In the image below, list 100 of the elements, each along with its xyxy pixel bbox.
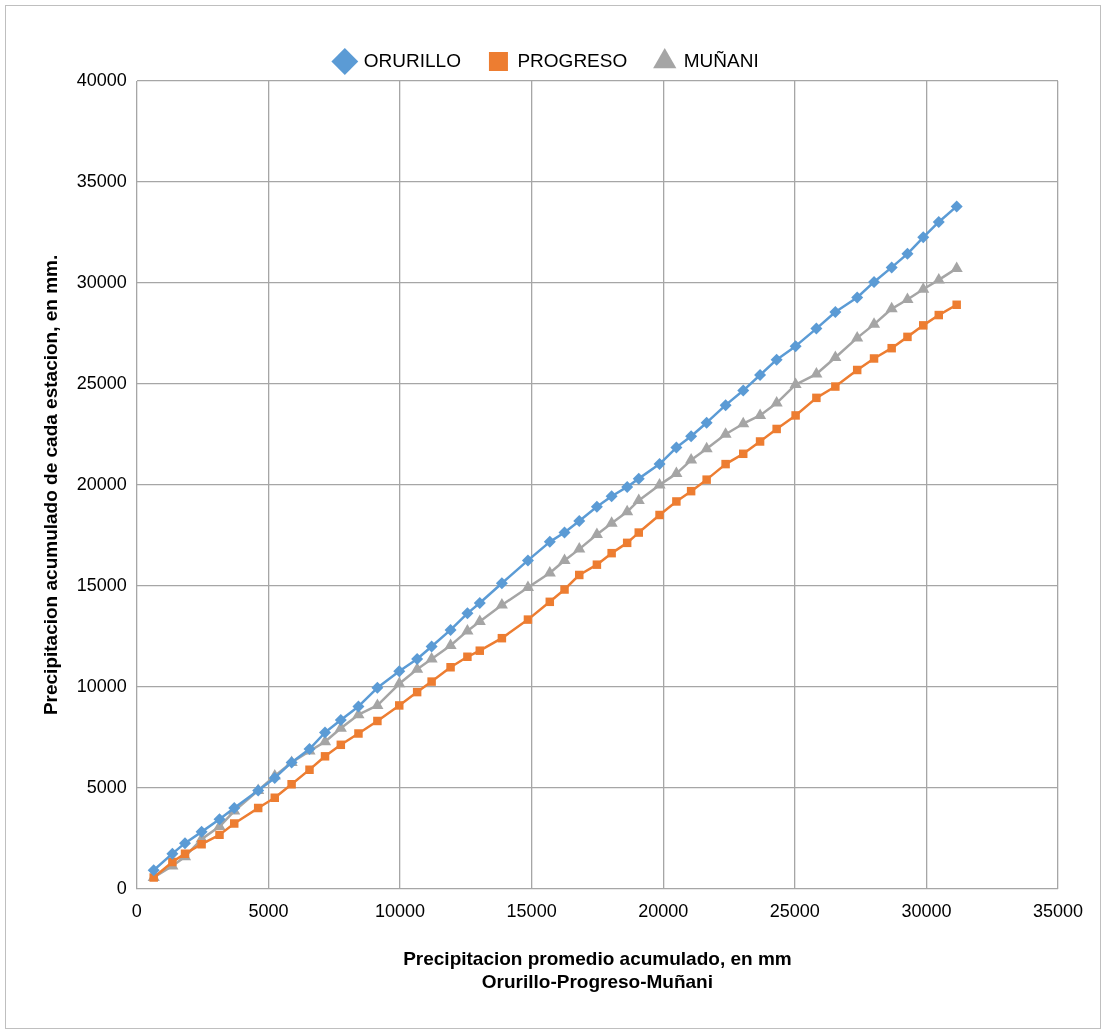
point: [444, 623, 457, 636]
point: [917, 231, 930, 244]
point: [473, 614, 486, 626]
point: [195, 825, 208, 838]
point: [772, 424, 781, 434]
point: [887, 343, 896, 353]
point: [702, 475, 711, 484]
point: [932, 272, 945, 284]
point: [791, 411, 800, 420]
point: [543, 565, 556, 577]
point: [393, 676, 406, 688]
point: [754, 408, 767, 419]
point: [952, 300, 961, 309]
y-tick-label: 10000: [76, 675, 127, 696]
point: [147, 864, 160, 877]
legend-label: ORURILLO: [363, 49, 461, 71]
y-tick-label: 0: [116, 877, 127, 898]
point: [444, 638, 457, 649]
point: [495, 577, 508, 590]
point: [320, 752, 330, 761]
point: [754, 369, 767, 382]
point: [371, 681, 384, 694]
point: [932, 215, 945, 228]
point: [213, 813, 226, 826]
point: [685, 453, 698, 464]
x-tick-label: 20000: [638, 900, 689, 921]
point: [670, 466, 683, 478]
point: [719, 399, 732, 412]
point: [371, 698, 384, 709]
point: [461, 623, 474, 635]
point: [270, 793, 280, 802]
point: [395, 701, 404, 710]
point: [700, 441, 713, 453]
point: [770, 353, 783, 366]
point: [446, 663, 455, 672]
point: [917, 282, 930, 293]
y-tick-label: 20000: [76, 473, 127, 494]
point: [670, 441, 683, 454]
point: [755, 437, 765, 446]
point: [867, 317, 881, 328]
point: [950, 200, 963, 213]
point: [812, 393, 821, 403]
point: [521, 580, 535, 591]
point: [653, 458, 666, 471]
point: [737, 384, 750, 397]
legend-label: MUÑANI: [683, 49, 759, 71]
y-tick-label: 25000: [76, 372, 127, 393]
point: [495, 598, 508, 609]
x-tick-label: 0: [131, 900, 142, 921]
point: [166, 847, 179, 860]
point: [653, 477, 666, 489]
point: [901, 292, 914, 304]
point: [558, 553, 571, 564]
point: [789, 340, 802, 353]
point: [268, 771, 281, 784]
point: [885, 301, 898, 313]
point: [737, 416, 750, 428]
y-tick-label: 5000: [86, 776, 127, 797]
x-tick-label: 5000: [248, 900, 289, 921]
point: [634, 528, 643, 537]
point: [373, 716, 382, 726]
point: [851, 291, 864, 304]
point: [950, 261, 963, 272]
point: [869, 354, 879, 363]
point: [829, 350, 842, 361]
point: [789, 377, 802, 389]
point: [461, 607, 474, 620]
point: [590, 500, 603, 513]
point: [605, 516, 618, 527]
point: [700, 416, 713, 429]
point: [427, 677, 436, 686]
point: [229, 819, 239, 828]
point: [829, 306, 842, 319]
y-tick-label: 40000: [76, 69, 127, 90]
x-tick-label: 10000: [375, 900, 426, 921]
point: [411, 652, 424, 665]
point: [605, 490, 618, 503]
point: [573, 515, 586, 528]
point: [770, 396, 783, 407]
point: [851, 330, 864, 342]
point: [810, 367, 823, 378]
point: [473, 597, 486, 610]
point: [523, 615, 533, 624]
point: [521, 554, 534, 567]
legend-label: PROGRESO: [517, 49, 628, 71]
point: [319, 726, 332, 739]
point: [543, 535, 556, 548]
point: [425, 640, 438, 653]
x-axis-title: Precipitacion promedio acumulado, en mm Orurillo-Progreso-Muñani: [403, 948, 792, 992]
point: [575, 570, 584, 580]
point: [393, 665, 406, 678]
point: [592, 560, 602, 569]
point: [868, 275, 881, 288]
x-tick-label: 35000: [1032, 900, 1084, 921]
point: [621, 480, 634, 493]
point: [215, 830, 224, 840]
point: [621, 504, 634, 516]
point: [558, 526, 571, 539]
point: [919, 321, 928, 330]
point: [685, 430, 698, 443]
